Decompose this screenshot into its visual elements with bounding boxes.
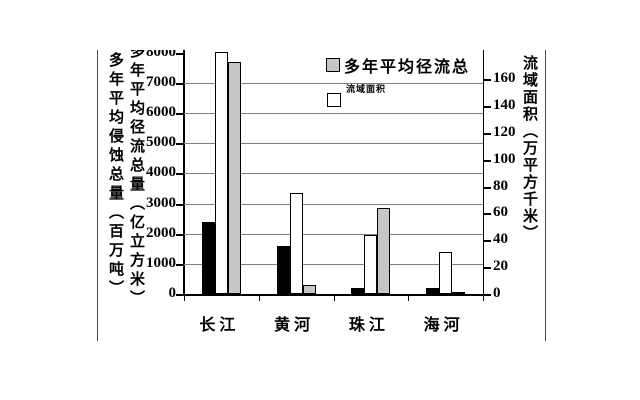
legend-label-runoff: 多年平均径流总 [344, 59, 471, 76]
x-axis-category-label: 海河 [423, 317, 464, 334]
y-axis-tick-label: 4000 [146, 164, 176, 181]
y2-axis-label-basin-area: 流域面积（万平方千米） [521, 55, 537, 242]
x-axis-tick [258, 296, 260, 301]
bar-gray-3 [452, 291, 466, 294]
legend: 多年平均径流总 流域面积 [326, 55, 486, 110]
y2-axis-tick-label: 40 [493, 231, 508, 248]
y2-axis-tick-label: 20 [493, 258, 508, 275]
y-axis-label-runoff: 多年平均径流总量（亿立方米） [128, 50, 144, 309]
y2-axis-tick-label: 140 [493, 96, 516, 113]
y-axis-tick [176, 113, 184, 116]
y2-axis-tick-label: 80 [493, 177, 508, 194]
y2-axis-tick [484, 267, 491, 270]
y-axis-tick-label: 7000 [146, 74, 176, 90]
y-axis-tick-label: 8000 [146, 50, 176, 60]
y2-axis-tick-label: 160 [493, 70, 516, 86]
chart-frame-right [545, 50, 546, 341]
y-axis-tick [176, 294, 184, 296]
y-axis-tick [176, 52, 184, 55]
bar-white-3 [439, 252, 453, 294]
y-axis-tick-label: 2000 [146, 224, 176, 241]
gridline [184, 83, 483, 84]
bar-gray-1 [302, 285, 316, 294]
y2-axis-tick [484, 132, 491, 135]
right-axis-line [483, 50, 484, 294]
bar-black-0 [201, 221, 215, 294]
bar-gray-2 [377, 208, 391, 294]
x-axis-line [178, 294, 490, 296]
y2-axis-tick [484, 186, 491, 189]
y2-axis-tick [484, 159, 491, 162]
gridline [184, 143, 483, 145]
y2-axis-tick [484, 213, 491, 216]
bar-black-2 [351, 288, 365, 294]
y2-axis-tick-label: 60 [493, 204, 508, 221]
plot-area: 多年平均侵蚀总量（百万吨） 多年平均径流总量（亿立方米） 流域面积（万平方千米）… [0, 50, 640, 341]
gridline [184, 203, 483, 205]
x-axis-category-label: 长江 [199, 317, 240, 334]
y-axis-tick-label: 6000 [146, 104, 176, 121]
y2-axis-tick [484, 240, 491, 243]
gridline [184, 173, 483, 175]
gridline [184, 263, 483, 265]
left-axis-line [183, 50, 185, 294]
y-axis-tick [176, 203, 184, 206]
y-axis-tick [176, 173, 184, 176]
x-axis-tick [184, 296, 185, 301]
y-axis-tick [176, 83, 184, 85]
y-axis-tick-label: 3000 [146, 194, 176, 211]
bar-black-1 [276, 245, 290, 294]
legend-swatch-runoff-icon [326, 58, 340, 72]
y2-axis-tick [484, 294, 491, 296]
bar-white-1 [289, 193, 303, 294]
legend-swatch-basin-area-icon [327, 93, 341, 107]
x-axis-tick [333, 296, 335, 301]
x-axis-tick [483, 296, 484, 301]
gridline [184, 233, 483, 235]
x-axis-tick [408, 296, 410, 301]
y-axis-tick [176, 233, 184, 236]
y2-axis-tick-label: 120 [493, 123, 516, 140]
y-axis-tick [176, 143, 184, 146]
bar-white-2 [364, 234, 378, 294]
y-axis-tick-label: 5000 [146, 134, 176, 151]
y-axis-tick-label: 0 [168, 285, 177, 301]
bar-white-0 [214, 52, 228, 294]
x-axis-category-label: 黄河 [274, 317, 315, 334]
y-axis-tick-label: 1000 [146, 254, 176, 271]
y2-axis-tick-label: 100 [493, 150, 516, 167]
y-axis-tick [176, 263, 184, 266]
gridline [184, 113, 483, 115]
chart-frame-left [97, 50, 98, 341]
bar-gray-0 [227, 61, 241, 294]
y-axis-label-erosion: 多年平均侵蚀总量（百万吨） [107, 52, 123, 299]
bar-black-3 [426, 288, 440, 294]
legend-label-basin-area: 流域面积 [346, 84, 387, 94]
x-axis-category-label: 珠江 [348, 317, 389, 334]
y2-axis-tick-label: 0 [493, 285, 501, 301]
y2-axis-tick [484, 105, 491, 108]
y2-axis-tick [484, 79, 491, 81]
